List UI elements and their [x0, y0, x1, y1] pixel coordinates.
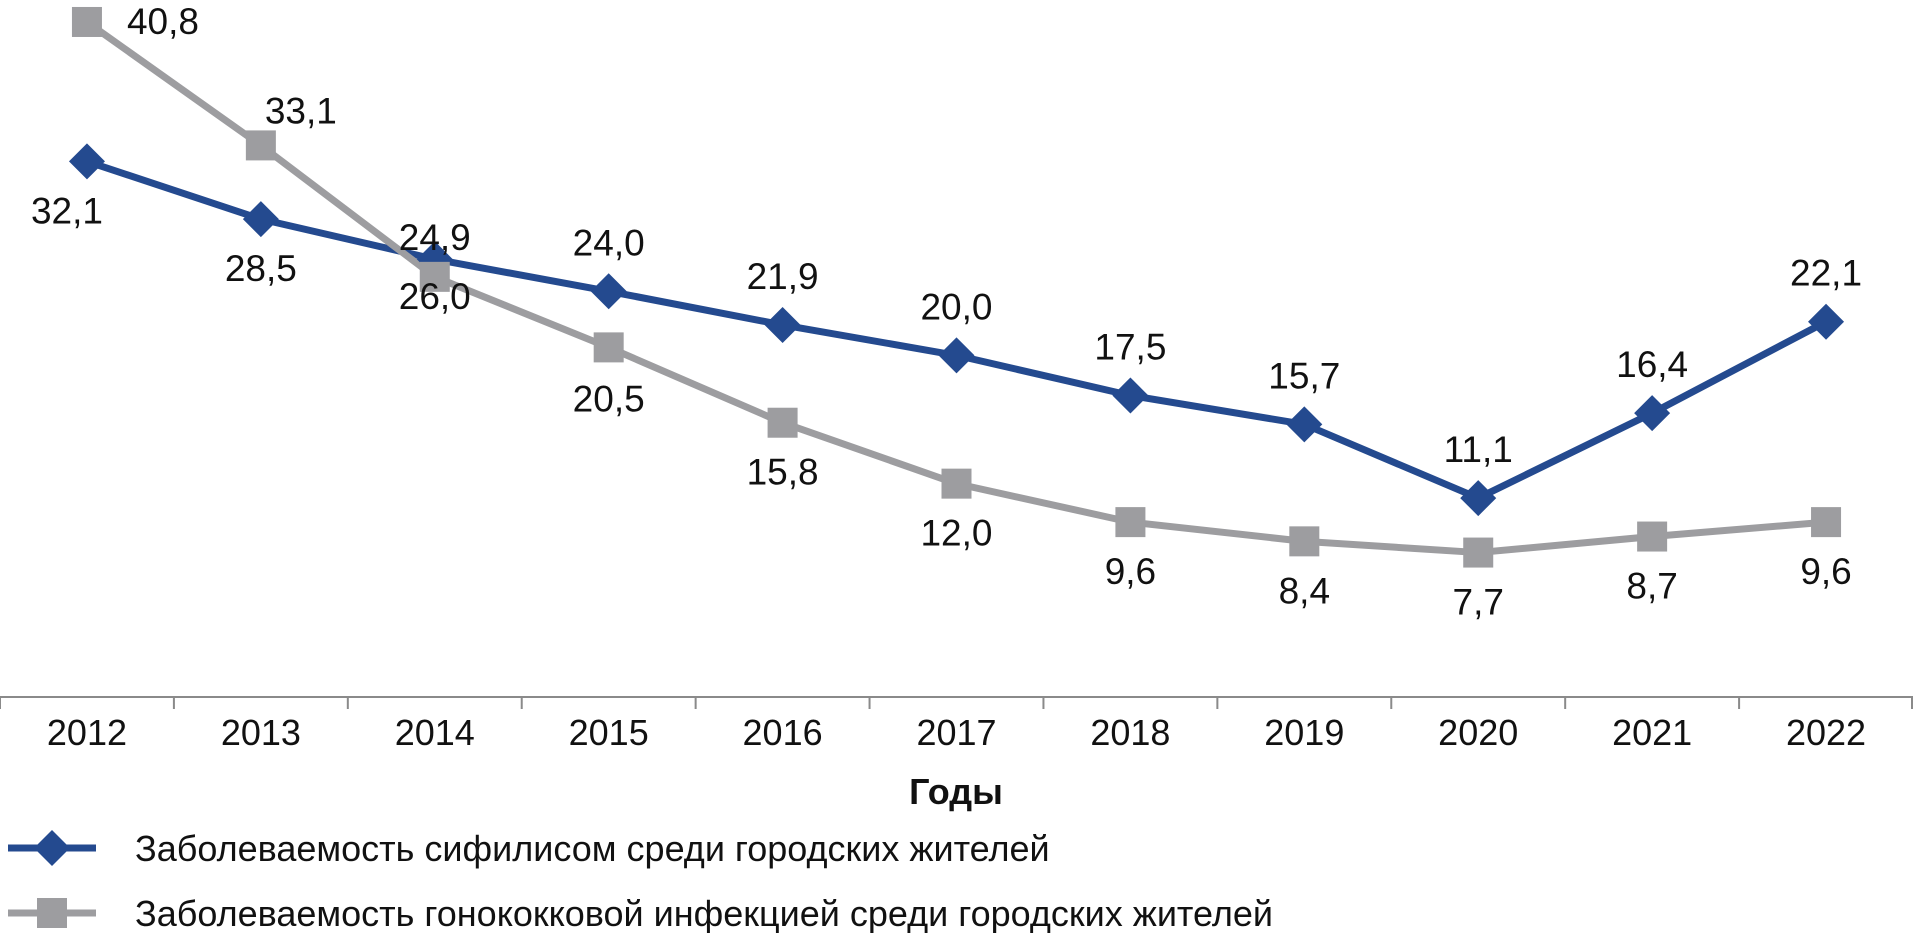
data-label: 24,0	[573, 222, 645, 263]
legend-marker	[37, 898, 67, 928]
data-labels: 32,1 28,5 26,0 24,0 21,9 20,0 17,5 15,7 11,1 16,4…	[31, 1, 1862, 623]
data-label: 24,9	[399, 217, 471, 258]
data-point	[419, 261, 450, 292]
x-axis-title: Годы	[909, 771, 1003, 812]
data-label: 20,5	[573, 378, 645, 419]
x-tick-label: 2016	[743, 712, 823, 753]
data-point	[242, 201, 279, 238]
data-point	[1115, 507, 1146, 538]
data-point	[590, 273, 627, 310]
data-label: 32,1	[31, 190, 103, 231]
data-point	[1811, 507, 1842, 538]
x-tick-label: 2014	[395, 712, 475, 753]
x-tick-label: 2013	[221, 712, 301, 753]
data-point	[71, 6, 102, 37]
x-tick-label: 2015	[569, 712, 649, 753]
data-label: 9,6	[1105, 551, 1156, 592]
legend: Заболеваемость сифилисом среди городских…	[8, 828, 1273, 933]
data-label: 40,8	[127, 1, 199, 42]
x-axis: 2012 2013 2014 2015 2016 2017 2018 2019 2020 2021…	[0, 696, 1913, 753]
data-label: 28,5	[225, 248, 297, 289]
data-point	[767, 407, 798, 438]
data-label: 11,1	[1444, 429, 1513, 470]
data-point	[1634, 395, 1671, 432]
plot-area	[68, 6, 1845, 568]
x-tick-label: 2012	[47, 712, 127, 753]
data-point	[68, 143, 105, 180]
data-label: 17,5	[1094, 326, 1166, 367]
data-point	[938, 337, 975, 374]
data-point	[1112, 377, 1149, 414]
data-point	[245, 130, 276, 161]
x-tick-label: 2019	[1264, 712, 1344, 753]
data-label: 22,1	[1790, 253, 1862, 294]
data-label: 20,0	[920, 286, 992, 327]
data-point	[764, 306, 801, 343]
x-tick-label: 2021	[1612, 712, 1692, 753]
data-point	[593, 332, 624, 363]
data-label: 7,7	[1453, 582, 1504, 623]
data-label: 8,7	[1626, 566, 1677, 607]
data-point	[1460, 480, 1497, 517]
x-tick-label: 2020	[1438, 712, 1518, 753]
x-tick-label: 2018	[1090, 712, 1170, 753]
data-point	[1637, 521, 1668, 552]
data-point	[1286, 406, 1323, 443]
data-point	[1289, 526, 1320, 557]
data-label: 8,4	[1279, 570, 1330, 611]
legend-marker	[34, 830, 70, 866]
data-point	[941, 468, 972, 499]
data-label: 12,0	[920, 513, 992, 554]
legend-label: Заболеваемость гонококковой инфекцией ср…	[135, 893, 1273, 933]
data-point	[1463, 537, 1494, 568]
data-point	[1808, 303, 1845, 340]
data-label: 15,8	[747, 452, 819, 493]
x-tick-label: 2017	[916, 712, 996, 753]
data-label: 16,4	[1616, 344, 1688, 385]
data-label: 21,9	[747, 256, 819, 297]
data-label: 33,1	[265, 90, 337, 131]
data-label: 15,7	[1268, 355, 1340, 396]
data-label: 26,0	[399, 276, 471, 317]
legend-label: Заболеваемость сифилисом среди городских…	[135, 828, 1050, 869]
x-tick-label: 2022	[1786, 712, 1866, 753]
data-label: 9,6	[1800, 551, 1851, 592]
